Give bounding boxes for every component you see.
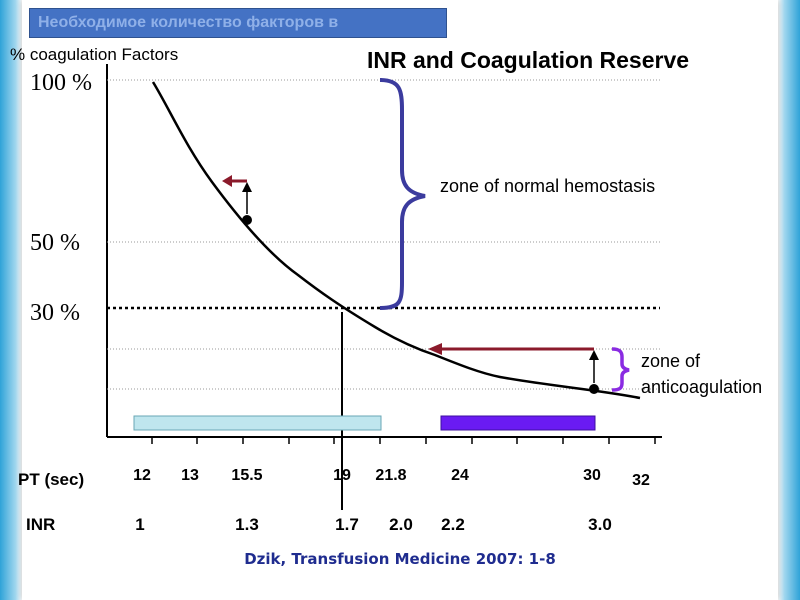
data-point-2 (589, 384, 599, 394)
pt-tick-13: 13 (181, 467, 199, 484)
pt-tick-21-8: 21.8 (375, 467, 406, 484)
range-bar-anticoag (440, 415, 596, 431)
series-curve (151, 81, 641, 400)
x-axis-ticks (151, 437, 656, 444)
y-tick-100: 100 % (30, 70, 92, 96)
inr-tick-1-3: 1.3 (235, 515, 259, 534)
left-slide-border (0, 0, 22, 600)
inr-tick-1-7: 1.7 (335, 515, 359, 534)
inr-tick-2-2: 2.2 (441, 515, 465, 534)
left-arrow-long (428, 343, 594, 355)
slide-title-box: Необходимое количество факторов в (29, 8, 447, 38)
annotation-normal-zone: zone of normal hemostasis (440, 176, 655, 196)
inr-row-label: INR (26, 515, 55, 534)
brace-anticoagulation (611, 347, 630, 392)
inr-tick-3-0: 3.0 (588, 515, 612, 534)
pt-tick-24: 24 (451, 467, 469, 484)
annotation-anticoag-line1: zone of (641, 351, 701, 371)
inr-tick-1: 1 (135, 515, 144, 534)
brace-normal-hemostasis (379, 78, 426, 310)
y-tick-50: 50 % (30, 230, 80, 256)
annotation-anticoag-line2: anticoagulation (641, 377, 762, 397)
right-slide-border (778, 0, 800, 600)
slide-title-text: Необходимое количество факторов в (38, 14, 339, 31)
y-tick-30: 30 % (30, 300, 80, 326)
range-bar-normal (133, 415, 382, 431)
pt-tick-32: 32 (632, 472, 650, 489)
left-arrow-small (222, 175, 247, 187)
up-arrow-1 (242, 182, 252, 214)
chart-title: INR and Coagulation Reserve (367, 47, 689, 73)
y-axis-title: % coagulation Factors (10, 45, 178, 64)
pt-tick-12: 12 (133, 467, 151, 484)
up-arrow-2 (589, 350, 599, 383)
pt-tick-30: 30 (583, 467, 601, 484)
pt-tick-15-5: 15.5 (231, 467, 262, 484)
inr-tick-2-0: 2.0 (389, 515, 413, 534)
data-point-1 (242, 215, 252, 225)
pt-row-label: PT (sec) (18, 470, 84, 489)
source-citation: Dzik, Transfusion Medicine 2007: 1-8 (244, 550, 556, 568)
pt-tick-19: 19 (333, 467, 351, 484)
